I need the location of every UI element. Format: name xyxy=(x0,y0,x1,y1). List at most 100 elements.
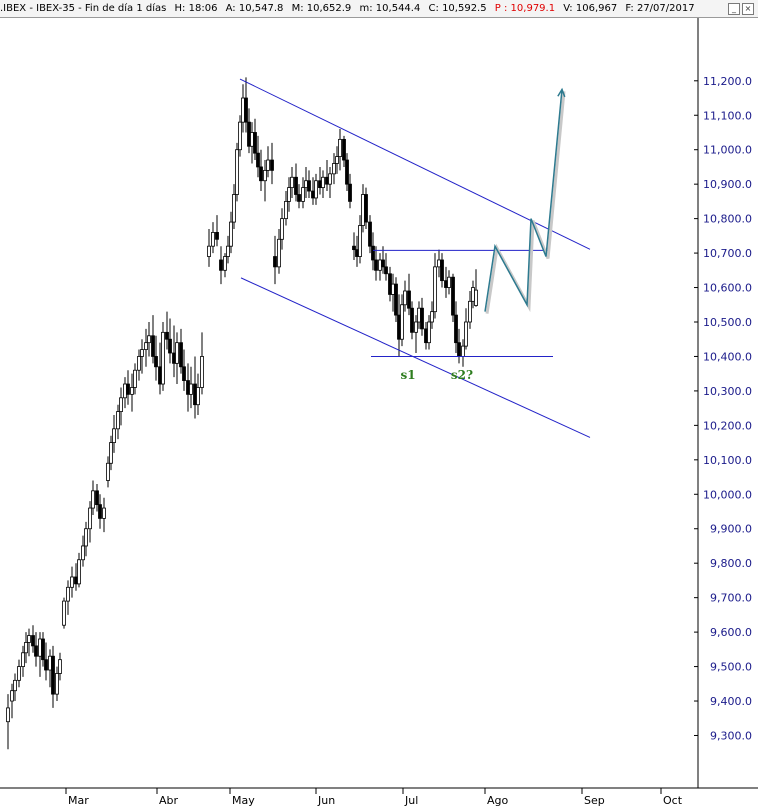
minimize-icon[interactable]: _ xyxy=(728,3,740,15)
candle xyxy=(464,308,468,350)
candle-body xyxy=(48,655,52,671)
candle xyxy=(284,191,288,226)
candle xyxy=(189,366,193,409)
candle xyxy=(119,387,123,426)
candle xyxy=(238,115,242,157)
candle xyxy=(397,294,401,357)
candle xyxy=(301,177,305,209)
candle xyxy=(6,694,10,750)
candle xyxy=(338,129,342,171)
candle-body xyxy=(250,132,254,147)
candle-body xyxy=(266,159,270,171)
candle xyxy=(345,153,349,192)
x-tick-label: Jul xyxy=(404,794,418,807)
candle xyxy=(91,480,95,515)
candle xyxy=(358,215,362,264)
candle xyxy=(378,253,382,281)
trendlines-layer xyxy=(239,78,591,438)
candle xyxy=(277,228,281,274)
y-tick-label: 10,400.0 xyxy=(703,350,752,363)
candle-body xyxy=(277,238,281,268)
candle xyxy=(58,652,62,681)
candle xyxy=(207,228,211,267)
candle xyxy=(263,160,267,202)
candle xyxy=(226,235,230,264)
candle xyxy=(253,118,257,161)
candle xyxy=(24,632,28,664)
candle xyxy=(38,632,42,677)
candle xyxy=(179,328,183,374)
volume-label: V: xyxy=(563,3,573,14)
candle-body xyxy=(88,507,92,530)
low-value: 10,544.4 xyxy=(375,3,421,14)
candle-body xyxy=(400,304,404,340)
candle-body xyxy=(256,152,260,168)
candle-body xyxy=(238,121,242,151)
candle-body xyxy=(126,383,130,395)
candle xyxy=(400,294,404,347)
y-tick-label: 10,100.0 xyxy=(703,454,752,467)
candle xyxy=(77,552,81,588)
candle xyxy=(62,597,66,629)
candle xyxy=(256,135,260,178)
candle-body xyxy=(147,335,151,344)
candle-body xyxy=(294,176,298,195)
candle xyxy=(266,146,270,178)
candle xyxy=(342,135,346,167)
candle-body xyxy=(437,259,441,268)
candle-body xyxy=(215,232,219,240)
candle xyxy=(290,166,294,198)
candle-body xyxy=(44,659,48,671)
candle-body xyxy=(91,490,95,509)
candle-body xyxy=(273,256,277,268)
candle-body xyxy=(51,655,55,695)
candle-body xyxy=(433,266,437,313)
candle xyxy=(247,108,251,154)
candle xyxy=(137,349,141,381)
y-tick-label: 9,700.0 xyxy=(710,592,752,605)
window-controls: _ × xyxy=(728,3,754,15)
candle-body xyxy=(137,356,141,371)
y-tick-label: 10,200.0 xyxy=(703,419,752,432)
y-tick-label: 10,300.0 xyxy=(703,385,752,398)
close-icon[interactable]: × xyxy=(742,3,754,15)
y-tick-label: 9,300.0 xyxy=(710,729,752,742)
candle xyxy=(388,266,392,302)
candle-body xyxy=(407,290,411,309)
candle-body xyxy=(290,176,294,189)
close-value: 10,592.5 xyxy=(442,3,487,14)
candle-body xyxy=(414,321,418,333)
candle xyxy=(140,339,144,374)
candle xyxy=(321,170,325,198)
candle xyxy=(468,290,472,329)
candle xyxy=(307,170,311,198)
trendline xyxy=(240,277,591,438)
candle-body xyxy=(186,380,190,395)
candle-body xyxy=(244,97,248,123)
candle-body xyxy=(109,442,113,464)
candle xyxy=(244,77,248,133)
candle xyxy=(48,649,52,688)
candle xyxy=(335,146,339,174)
candle-body xyxy=(342,138,346,161)
projection-path xyxy=(484,89,563,312)
candle-body xyxy=(241,97,245,123)
candle-body xyxy=(31,635,35,647)
high-value: 10,652.9 xyxy=(306,3,352,14)
open-label: A: xyxy=(225,3,236,14)
candle xyxy=(424,321,428,350)
candle xyxy=(44,642,48,681)
candle-body xyxy=(168,338,172,354)
candle xyxy=(196,373,200,416)
candle xyxy=(451,273,455,322)
candle-body xyxy=(158,366,162,385)
candle-body xyxy=(207,245,211,257)
high-label: M: xyxy=(291,3,304,14)
candle xyxy=(112,415,116,453)
candle-body xyxy=(335,156,339,164)
candle xyxy=(437,249,441,278)
candle xyxy=(41,632,45,667)
candle-body xyxy=(81,545,85,561)
candle-body xyxy=(384,266,388,275)
candle-body xyxy=(13,679,17,692)
